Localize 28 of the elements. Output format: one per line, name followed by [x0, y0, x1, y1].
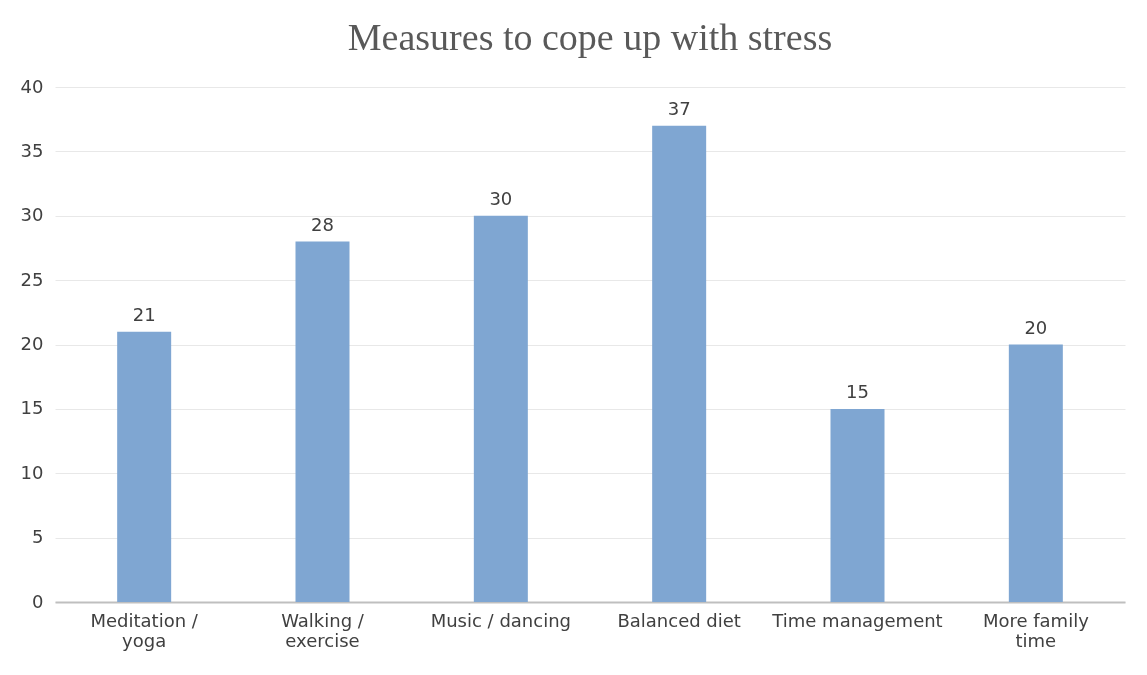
y-tick-label: 15 [20, 397, 44, 419]
x-tick-label: More family time [982, 609, 1090, 651]
bar [652, 125, 707, 602]
x-tick-label: Balanced diet [617, 609, 741, 631]
data-label: 20 [1024, 316, 1048, 338]
data-label: 15 [846, 380, 869, 402]
data-label: 28 [311, 213, 334, 235]
x-tick-label: Meditation / yoga [90, 609, 199, 651]
data-label: 30 [489, 187, 513, 209]
x-tick-label: Time management [771, 609, 943, 631]
y-tick-label: 40 [20, 75, 44, 97]
bar [830, 408, 885, 602]
bar [117, 331, 172, 602]
bar [1008, 344, 1063, 602]
y-tick-label: 35 [20, 139, 44, 161]
x-tick-label: Music / dancing [430, 609, 571, 631]
y-tick-label: 20 [20, 333, 44, 354]
data-label: 37 [667, 97, 691, 119]
y-tick-label: 30 [20, 204, 44, 226]
bar [473, 215, 528, 602]
y-tick-label: 0 [32, 590, 44, 612]
y-tick-label: 10 [20, 461, 44, 483]
y-tick-label: 5 [32, 526, 44, 548]
y-tick-label: 25 [20, 268, 44, 290]
data-label: 21 [132, 303, 156, 325]
chart-title: Measures to cope up with stress [347, 16, 833, 58]
bar [295, 241, 350, 602]
x-tick-label: Walking / exercise [281, 609, 365, 651]
